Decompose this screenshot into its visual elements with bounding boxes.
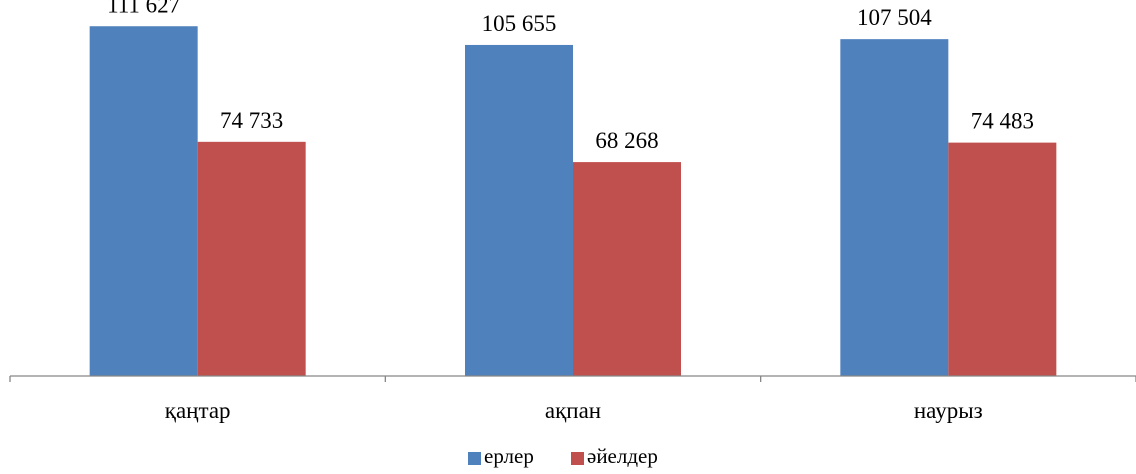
bar-series-2 <box>573 162 681 376</box>
category-label: ақпан <box>545 398 601 423</box>
bars-group <box>89 26 1057 377</box>
data-label: 74 483 <box>971 109 1034 134</box>
category-labels-group: қаңтар ақпан наурыз <box>165 398 983 423</box>
data-labels-group: 111 627 74 733 105 655 68 268 107 504 74 483 <box>107 0 1034 153</box>
bar-series-1 <box>465 44 573 377</box>
bar-series-2 <box>948 142 1057 376</box>
data-label: 74 733 <box>220 108 283 133</box>
legend-label: ерлер <box>484 444 534 468</box>
bar-series-1 <box>89 26 198 376</box>
legend-label: әйелдер <box>587 444 658 468</box>
data-label: 105 655 <box>482 11 557 36</box>
bar-series-1 <box>840 39 949 376</box>
bar-series-2 <box>197 141 306 376</box>
legend-swatch <box>468 452 481 465</box>
data-label: 111 627 <box>107 0 180 17</box>
legend: ерлер әйелдер <box>468 444 658 468</box>
legend-swatch <box>571 452 584 465</box>
x-axis <box>9 375 1136 382</box>
category-label: қаңтар <box>165 398 231 423</box>
category-label: наурыз <box>914 398 983 423</box>
data-label: 68 268 <box>595 128 658 153</box>
data-label: 107 504 <box>857 5 932 30</box>
